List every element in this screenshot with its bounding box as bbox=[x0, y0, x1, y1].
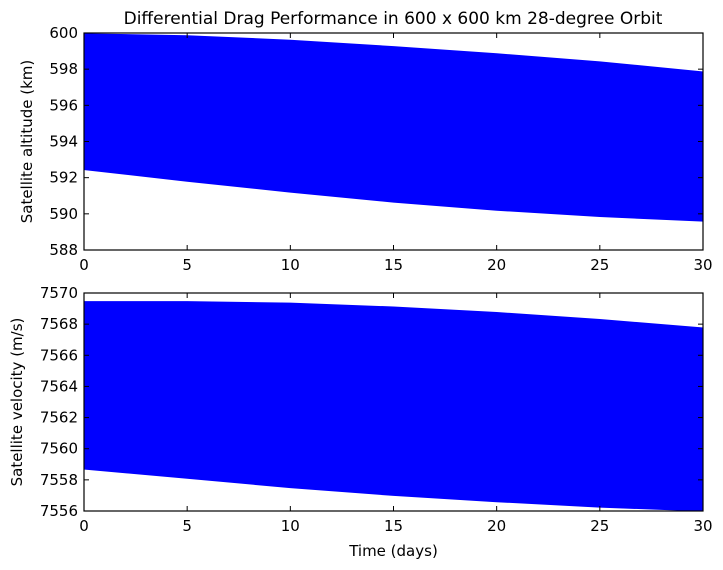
x-tick-label: 5 bbox=[182, 256, 192, 274]
y-tick-label: 7556 bbox=[40, 502, 78, 520]
y-tick-label: 598 bbox=[49, 60, 78, 78]
altitude-band-layer bbox=[83, 33, 704, 222]
y-tick-label: 588 bbox=[49, 241, 78, 259]
altitude-tick-marks bbox=[83, 32, 704, 251]
altitude-y-axis-label: Satellite altitude (km) bbox=[18, 60, 36, 224]
y-tick-label: 7558 bbox=[40, 471, 78, 489]
y-tick-label: 600 bbox=[49, 24, 78, 42]
altitude-y-tick-labels: 588 590 592 594 596 598 600 bbox=[49, 24, 78, 259]
velocity-tick-marks bbox=[83, 292, 704, 512]
velocity-x-axis-label: Time (days) bbox=[348, 542, 438, 560]
velocity-y-tick-labels: 7556 7558 7560 7562 7564 7566 7568 7570 bbox=[40, 284, 78, 520]
y-tick-label: 7562 bbox=[40, 409, 78, 427]
velocity-x-tick-labels: 0 5 10 15 20 25 30 bbox=[79, 517, 712, 535]
chart-title: Differential Drag Performance in 600 x 6… bbox=[124, 9, 663, 29]
x-tick-label: 0 bbox=[79, 256, 89, 274]
y-tick-label: 596 bbox=[49, 96, 78, 114]
x-tick-label: 10 bbox=[281, 256, 300, 274]
y-tick-label: 7560 bbox=[40, 440, 78, 458]
x-tick-label: 5 bbox=[182, 517, 192, 535]
oscillation-band bbox=[83, 301, 704, 512]
x-tick-label: 15 bbox=[384, 256, 403, 274]
x-tick-label: 15 bbox=[384, 517, 403, 535]
velocity-band-layer bbox=[83, 301, 704, 512]
x-tick-label: 20 bbox=[487, 517, 506, 535]
y-tick-label: 7564 bbox=[40, 377, 78, 395]
x-tick-label: 25 bbox=[590, 517, 609, 535]
y-tick-label: 594 bbox=[49, 133, 78, 151]
oscillation-band bbox=[83, 33, 704, 222]
y-tick-label: 590 bbox=[49, 205, 78, 223]
altitude-x-tick-labels: 0 5 10 15 20 25 30 bbox=[79, 256, 712, 274]
x-tick-label: 30 bbox=[693, 517, 712, 535]
x-tick-label: 10 bbox=[281, 517, 300, 535]
velocity-y-axis-label: Satellite velocity (m/s) bbox=[8, 318, 26, 487]
x-tick-label: 0 bbox=[79, 517, 89, 535]
altitude-chart: 0 5 10 15 20 25 30 588 590 592 594 596 5… bbox=[18, 24, 713, 274]
velocity-chart: 0 5 10 15 20 25 30 7556 7558 7560 7562 7… bbox=[8, 284, 713, 560]
x-tick-label: 25 bbox=[590, 256, 609, 274]
x-tick-label: 30 bbox=[693, 256, 712, 274]
y-tick-label: 592 bbox=[49, 169, 78, 187]
y-tick-label: 7566 bbox=[40, 346, 78, 364]
y-tick-label: 7570 bbox=[40, 284, 78, 302]
x-tick-label: 20 bbox=[487, 256, 506, 274]
y-tick-label: 7568 bbox=[40, 315, 78, 333]
